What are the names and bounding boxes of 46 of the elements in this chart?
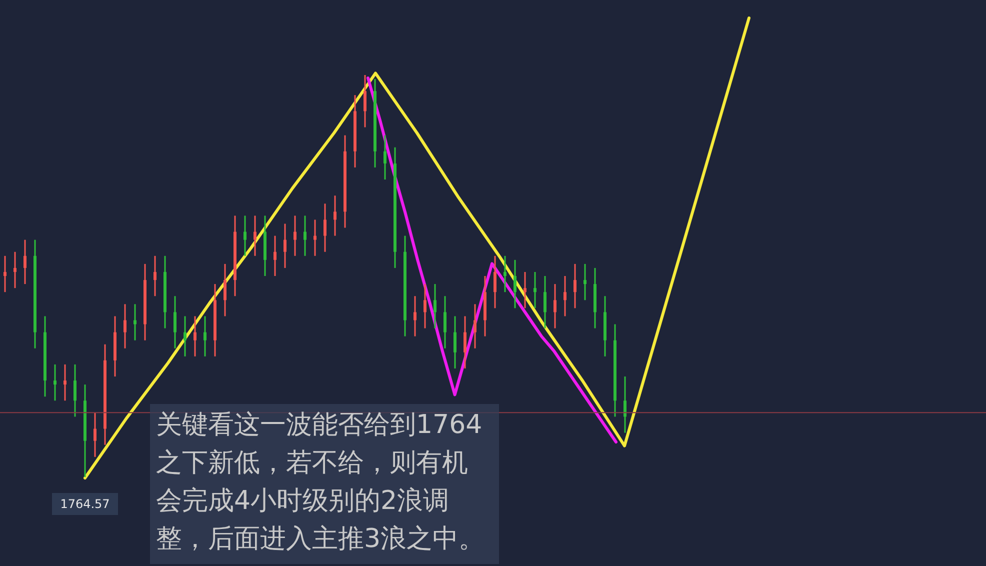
candlestick — [304, 214, 306, 257]
candlestick — [274, 235, 276, 277]
candlestick — [424, 283, 426, 330]
candlestick — [574, 263, 576, 309]
candlestick — [4, 255, 6, 293]
candlestick — [74, 364, 76, 418]
candlestick — [514, 259, 516, 309]
candlestick — [624, 376, 626, 434]
candlestick — [364, 74, 366, 128]
candlestick — [434, 283, 436, 330]
candlestick — [154, 255, 156, 297]
candlestick — [384, 134, 386, 180]
candlestick — [254, 214, 256, 257]
candlestick — [584, 263, 586, 301]
candlestick — [284, 222, 286, 269]
text: 1764.57 — [60, 497, 110, 511]
candlestick — [64, 364, 66, 402]
candlestick — [124, 303, 126, 350]
candlestick — [24, 239, 26, 285]
candlestick — [54, 364, 56, 402]
candlestick — [334, 194, 336, 237]
candlestick — [204, 315, 206, 358]
candlestick — [454, 315, 456, 370]
candlestick — [534, 271, 536, 309]
candlestick — [474, 303, 476, 350]
candlestick — [464, 315, 466, 370]
candlestick — [544, 275, 546, 330]
candlestick — [184, 315, 186, 358]
candlestick — [294, 214, 296, 257]
candlestick — [14, 251, 16, 289]
candlestick — [494, 255, 496, 309]
annotation: 关键看这一波能否给到1764之下新低，若不给，则有机会完成4小时级别的2浪调整，后面进入主推3浪之中。 — [150, 404, 500, 564]
candlestick — [444, 295, 446, 350]
candlestick — [554, 283, 556, 330]
candlestick — [94, 412, 96, 458]
candlestick — [524, 271, 526, 309]
candlestick — [174, 295, 176, 350]
candlestick — [194, 315, 196, 358]
candlestick — [564, 275, 566, 317]
candlestick — [314, 218, 316, 257]
candlestick — [134, 303, 136, 342]
candlestick — [224, 263, 226, 317]
candlestick — [324, 202, 326, 253]
candlestick — [414, 295, 416, 338]
candlestick — [504, 255, 506, 293]
candlestick — [244, 214, 246, 257]
